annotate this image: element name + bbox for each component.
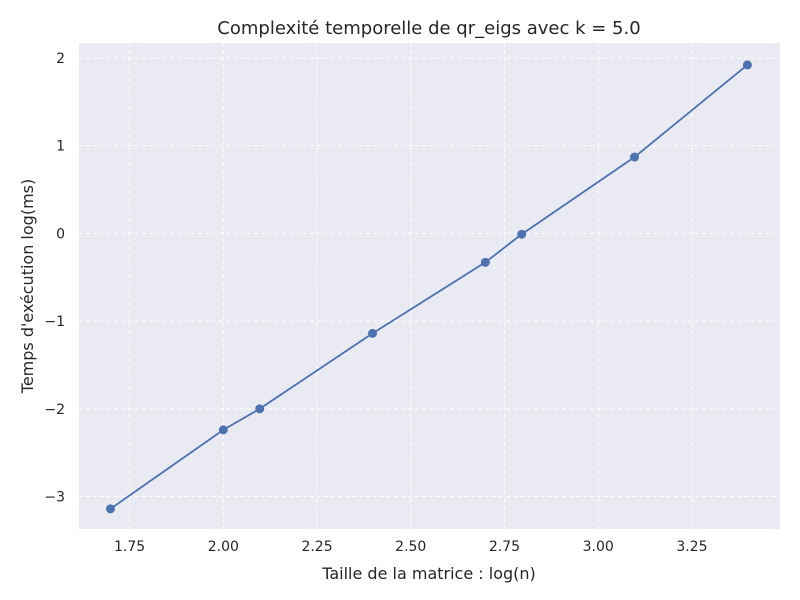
- y-axis-label: Temps d'exécution log(ms): [18, 179, 37, 394]
- x-tick-label: 1.75: [114, 539, 145, 555]
- y-tick-label: 0: [56, 226, 65, 242]
- x-tick-label: 3.00: [583, 539, 614, 555]
- x-axis-label: Taille de la matrice : log(n): [321, 564, 536, 583]
- data-point: [368, 328, 378, 338]
- data-point: [630, 152, 640, 162]
- grid: [79, 43, 780, 529]
- y-tick-label: −3: [44, 490, 65, 506]
- x-tick-label: 2.50: [395, 539, 426, 555]
- y-tick-label: −1: [44, 314, 65, 330]
- x-axis-ticks: 1.75 2.00 2.25 2.50 2.75 3.00 3.25: [114, 539, 707, 555]
- series-line: [109, 64, 748, 510]
- chart-title: Complexité temporelle de qr_eigs avec k …: [217, 18, 640, 39]
- y-tick-label: −2: [44, 402, 65, 418]
- series-layer: [105, 60, 752, 514]
- data-point: [517, 229, 527, 239]
- x-tick-label: 2.00: [208, 539, 239, 555]
- plot-area: [79, 43, 780, 529]
- y-axis-ticks: −3 −2 −1 0 1 2: [44, 51, 65, 506]
- data-point: [218, 425, 228, 435]
- y-tick-label: 1: [56, 139, 65, 155]
- x-tick-label: 2.75: [489, 539, 520, 555]
- x-tick-label: 2.25: [301, 539, 332, 555]
- data-point: [480, 257, 490, 267]
- data-point: [742, 60, 752, 70]
- x-tick-label: 3.25: [676, 539, 707, 555]
- data-point: [255, 404, 265, 414]
- data-point: [105, 504, 115, 514]
- y-tick-label: 2: [56, 51, 65, 67]
